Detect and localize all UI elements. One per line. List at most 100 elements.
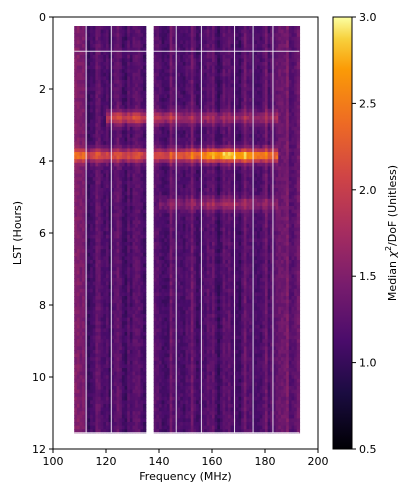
heatmap-cell: [119, 62, 123, 67]
heatmap-cell: [108, 224, 112, 229]
heatmap-cell: [92, 245, 96, 250]
heatmap-cell: [108, 393, 112, 398]
heatmap-cell: [87, 396, 91, 401]
heatmap-cell: [140, 393, 144, 398]
heatmap-cell: [108, 292, 112, 297]
heatmap-cell: [76, 321, 81, 326]
heatmap-cell: [113, 47, 118, 52]
heatmap-cell: [180, 105, 184, 110]
heatmap-cell: [140, 123, 144, 128]
heatmap-cell: [108, 198, 112, 203]
heatmap-cell: [90, 134, 94, 139]
heatmap-cell: [140, 292, 144, 297]
heatmap-cell: [116, 216, 120, 221]
heatmap-cell: [135, 252, 139, 257]
heatmap-cell: [169, 159, 173, 164]
heatmap-cell: [95, 188, 99, 193]
heatmap-cell: [76, 47, 81, 52]
heatmap-cell: [74, 141, 78, 146]
heatmap-cell: [159, 267, 163, 272]
heatmap-cell: [161, 368, 165, 373]
heatmap-cell: [90, 69, 94, 74]
heatmap-cell: [116, 227, 120, 232]
heatmap-cell: [177, 324, 181, 329]
heatmap-cell: [124, 357, 128, 362]
heatmap-cell: [159, 36, 163, 41]
heatmap-cell: [164, 425, 168, 430]
heatmap-cell: [159, 98, 163, 103]
heatmap-cell: [196, 177, 200, 182]
heatmap-cell: [111, 216, 115, 221]
heatmap-cell: [140, 285, 144, 290]
heatmap-cell: [108, 256, 112, 261]
heatmap-cell: [193, 256, 197, 261]
heatmap-cell: [196, 285, 200, 290]
heatmap-cell: [79, 36, 83, 41]
heatmap-cell: [135, 350, 139, 355]
heatmap-cell: [132, 123, 136, 128]
heatmap-cell: [196, 339, 200, 344]
heatmap-cell: [135, 33, 139, 38]
heatmap-cell: [82, 386, 86, 391]
heatmap-cell: [156, 346, 160, 351]
heatmap-cell: [82, 191, 86, 196]
heatmap-cell: [103, 274, 107, 279]
heatmap-cell: [113, 231, 118, 236]
heatmap-cell: [172, 58, 176, 63]
heatmap-cell: [100, 195, 104, 200]
heatmap-cell: [177, 101, 181, 106]
heatmap-cell: [82, 141, 86, 146]
heatmap-cell: [82, 47, 86, 52]
heatmap-cell: [188, 191, 192, 196]
heatmap-cell: [132, 339, 136, 344]
heatmap-cell: [156, 368, 160, 373]
heatmap-cell: [79, 407, 83, 412]
heatmap-cell: [190, 152, 195, 157]
heatmap-cell: [164, 191, 168, 196]
heatmap-cell: [106, 332, 110, 337]
heatmap-cell: [100, 396, 104, 401]
heatmap-cell: [159, 159, 163, 164]
heatmap-cell: [177, 105, 181, 110]
heatmap-cell: [111, 281, 115, 286]
heatmap-cell: [76, 54, 81, 59]
heatmap-cell: [143, 220, 147, 225]
heatmap-cell: [159, 26, 163, 31]
heatmap-cell: [116, 173, 120, 178]
heatmap-cell: [132, 180, 136, 185]
heatmap-cell: [98, 195, 102, 200]
heatmap-cell: [76, 148, 81, 153]
heatmap-cell: [95, 69, 99, 74]
heatmap-cell: [127, 270, 131, 275]
heatmap-cell: [127, 116, 131, 121]
heatmap-cell: [103, 224, 107, 229]
heatmap-cell: [106, 72, 110, 77]
heatmap-cell: [137, 202, 142, 207]
heatmap-cell: [164, 342, 168, 347]
heatmap-cell: [113, 418, 118, 423]
heatmap-cell: [103, 144, 107, 149]
heatmap-cell: [79, 209, 83, 214]
heatmap-cell: [143, 407, 147, 412]
heatmap-cell: [95, 328, 99, 333]
heatmap-cell: [124, 152, 128, 157]
heatmap-cell: [92, 393, 96, 398]
heatmap-cell: [121, 137, 126, 142]
heatmap-cell: [103, 396, 107, 401]
heatmap-cell: [82, 44, 86, 49]
heatmap-cell: [90, 62, 94, 67]
heatmap-cell: [121, 231, 126, 236]
heatmap-cell: [180, 267, 184, 272]
heatmap-cell: [161, 227, 165, 232]
heatmap-cell: [90, 252, 94, 257]
heatmap-cell: [90, 87, 94, 92]
heatmap-cell: [119, 299, 123, 304]
heatmap-cell: [196, 267, 200, 272]
heatmap-cell: [90, 123, 94, 128]
heatmap-cell: [103, 324, 107, 329]
heatmap-cell: [127, 249, 131, 254]
heatmap-cell: [196, 360, 200, 365]
heatmap-cell: [185, 296, 189, 301]
heatmap-cell: [87, 80, 91, 85]
heatmap-cell: [172, 350, 176, 355]
